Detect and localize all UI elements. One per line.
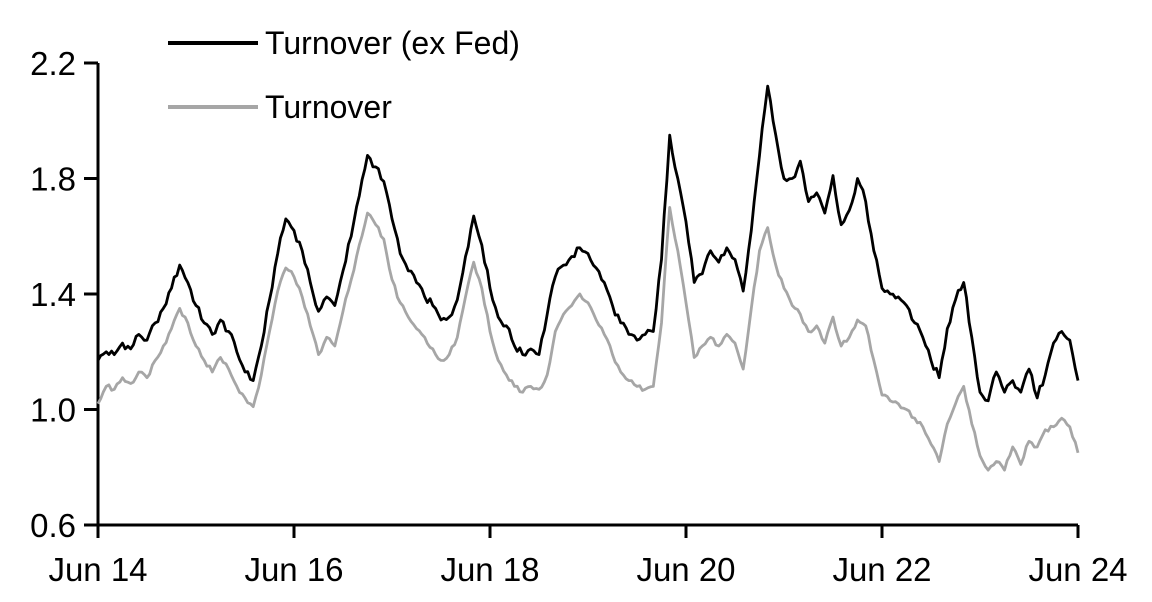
- svg-text:Jun 22: Jun 22: [832, 551, 931, 588]
- svg-text:Jun 24: Jun 24: [1028, 551, 1127, 588]
- legend-item-turnover: Turnover: [168, 88, 520, 126]
- svg-text:Jun 20: Jun 20: [636, 551, 735, 588]
- legend: Turnover (ex Fed) Turnover: [168, 24, 520, 152]
- legend-label-turnover-ex-fed: Turnover (ex Fed): [265, 25, 520, 61]
- svg-text:Jun 18: Jun 18: [440, 551, 539, 588]
- svg-text:1.8: 1.8: [30, 161, 76, 198]
- legend-label-turnover: Turnover: [265, 89, 392, 125]
- legend-line-turnover-icon: [168, 105, 258, 109]
- svg-text:1.0: 1.0: [30, 392, 76, 429]
- svg-text:Jun 16: Jun 16: [244, 551, 343, 588]
- legend-line-turnover-ex-fed-icon: [168, 41, 258, 45]
- svg-text:2.2: 2.2: [30, 45, 76, 82]
- legend-item-turnover-ex-fed: Turnover (ex Fed): [168, 24, 520, 62]
- svg-text:1.4: 1.4: [30, 276, 76, 313]
- svg-text:0.6: 0.6: [30, 507, 76, 544]
- svg-text:Jun 14: Jun 14: [48, 551, 147, 588]
